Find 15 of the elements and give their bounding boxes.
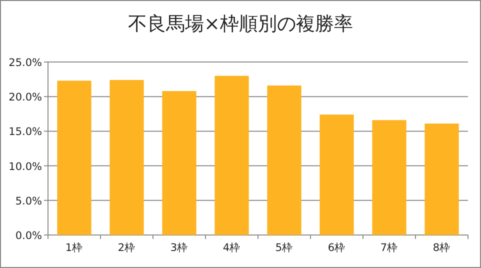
x-tick-label: 2枠 — [118, 242, 136, 254]
x-tick-label: 5枠 — [275, 242, 294, 254]
x-tick-label: 1枠 — [65, 242, 84, 254]
y-tick-label: 20.0% — [8, 92, 42, 104]
x-tick-label: 8枠 — [432, 242, 451, 254]
x-tick-label: 7枠 — [380, 242, 398, 254]
x-tick-label: 6枠 — [328, 242, 346, 254]
x-tick-label: 3枠 — [170, 242, 188, 254]
chart-title: 不良馬場×枠順別の複勝率 — [128, 13, 353, 35]
y-tick-label: 10.0% — [8, 160, 42, 173]
y-tick-label: 5.0% — [15, 195, 42, 208]
y-tick-label: 15.0% — [8, 126, 42, 138]
x-tick-label: 4枠 — [222, 242, 241, 254]
y-tick-label: 25.0% — [8, 57, 42, 69]
y-tick-label: 0.0% — [15, 230, 42, 242]
